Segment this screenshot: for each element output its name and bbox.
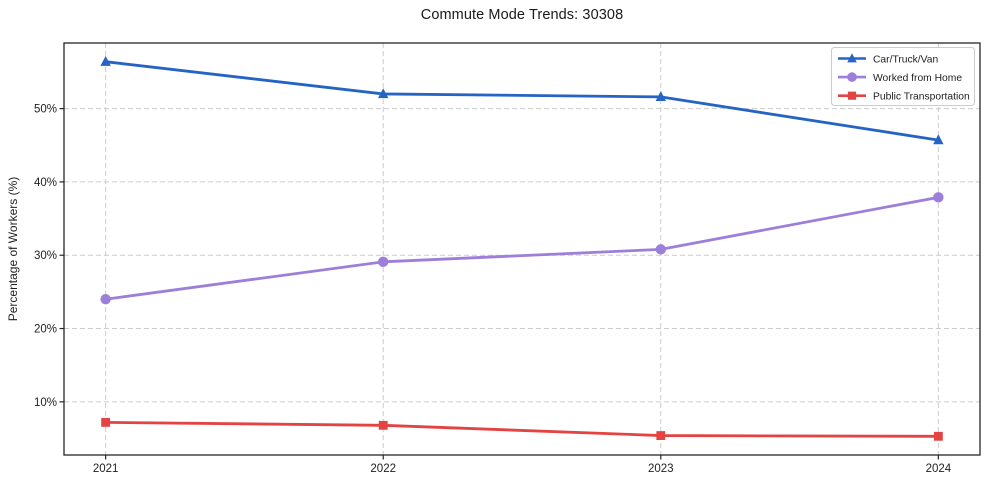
plot-border <box>63 42 981 456</box>
legend-box <box>831 47 975 106</box>
data-point-marker <box>933 134 944 145</box>
axis-ticks: 2021 2022 2023 2024 10% 20% 30% 40% 50% <box>34 104 952 475</box>
series-car-truck-van <box>100 55 944 145</box>
legend: Car/Truck/Van Worked from Home Public Tran… <box>831 47 975 106</box>
data-point-marker <box>655 244 666 255</box>
data-point-marker <box>933 431 943 441</box>
legend-item-public-transportation: Public Transportation <box>838 92 970 103</box>
x-tick-label: 2022 <box>370 463 396 475</box>
y-tick-label: 40% <box>34 177 57 189</box>
data-point-marker <box>378 420 388 430</box>
y-tick-label: 20% <box>34 324 57 336</box>
y-tick-label: 30% <box>34 250 57 262</box>
series-public-transportation <box>101 417 943 441</box>
chart-title: Commute Mode Trends: 30308 <box>420 7 624 23</box>
series-line <box>104 420 940 438</box>
x-tick-label: 2023 <box>648 463 674 475</box>
y-tick-label: 10% <box>34 397 57 409</box>
x-tick-label: 2021 <box>93 463 119 475</box>
data-point-marker <box>656 431 666 440</box>
series-worked-from-home <box>100 192 944 305</box>
y-axis-label: Percentage of Workers (%) <box>6 177 20 322</box>
legend-item-worked-from-home: Worked from Home <box>838 72 962 84</box>
x-tick-label: 2024 <box>926 463 952 475</box>
data-point-marker <box>100 55 111 66</box>
data-point-marker <box>933 192 944 203</box>
data-point-marker <box>847 53 857 63</box>
data-point-marker <box>378 256 389 268</box>
series-line <box>104 60 940 142</box>
legend-label: Worked from Home <box>873 73 962 84</box>
data-point-marker <box>378 88 389 99</box>
data-point-marker <box>847 91 857 100</box>
series-line <box>104 195 940 301</box>
data-point-marker <box>101 417 111 427</box>
legend-item-car-truck-van: Car/Truck/Van <box>838 53 939 65</box>
y-tick-label: 50% <box>34 104 57 116</box>
data-point-marker <box>847 72 857 82</box>
data-point-marker <box>100 294 111 305</box>
legend-label: Public Transportation <box>873 92 970 103</box>
legend-label: Car/Truck/Van <box>873 54 939 65</box>
data-point-marker <box>655 91 666 102</box>
